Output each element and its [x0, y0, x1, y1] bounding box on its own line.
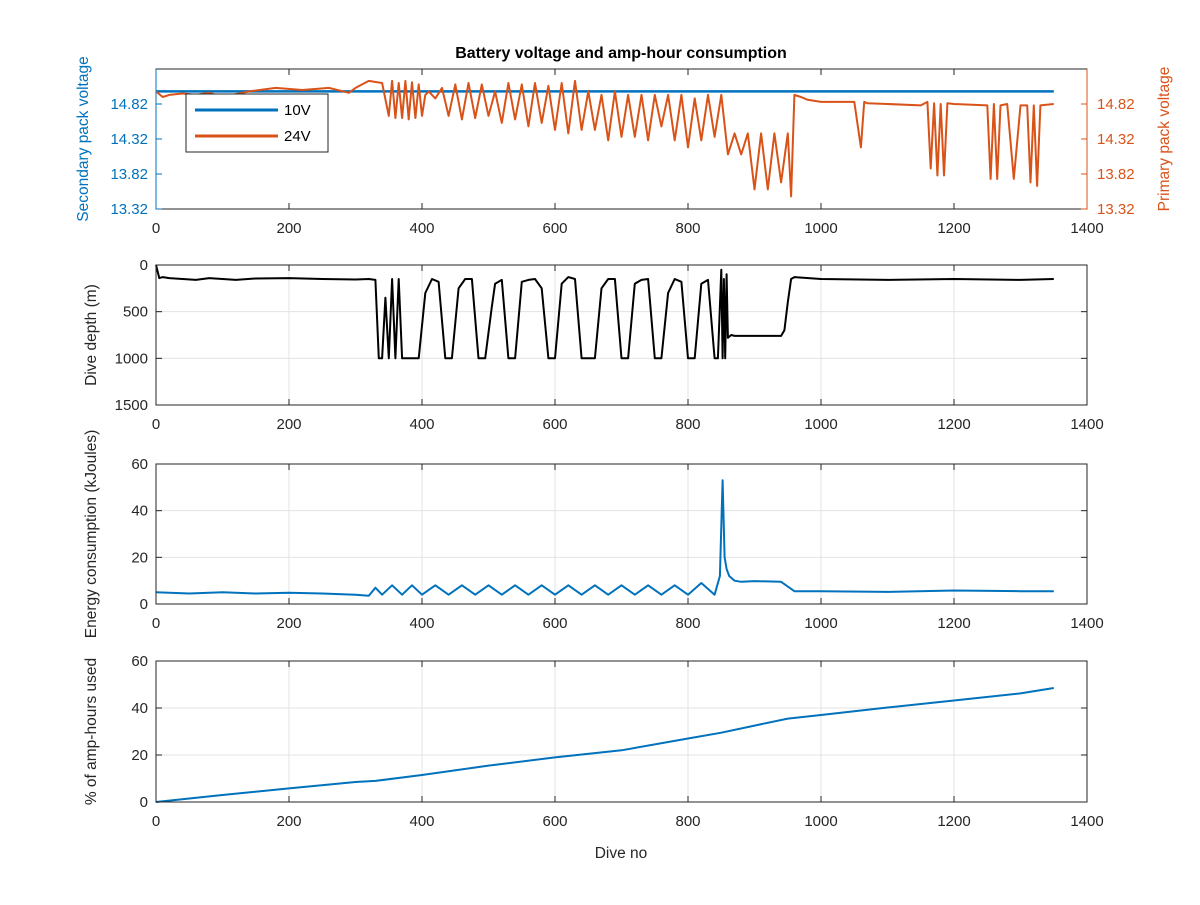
x-tick-label: 400 [409, 813, 434, 830]
x-tick-label: 600 [542, 813, 567, 830]
x-tick-label: 0 [152, 813, 160, 830]
y-tick-label: 0 [140, 794, 148, 811]
plot-area [155, 660, 1088, 803]
x-tick-label: 1000 [804, 813, 837, 830]
y-tick-label-left: 14.32 [110, 131, 148, 148]
x-tick-label: 1400 [1070, 813, 1103, 830]
y-axis-label: Dive depth (m) [83, 284, 100, 386]
y-tick-label-right: 13.32 [1097, 201, 1135, 218]
x-tick-label: 600 [542, 220, 567, 237]
x-tick-label: 400 [409, 220, 434, 237]
x-tick-label: 1400 [1070, 615, 1103, 632]
x-tick-label: 400 [409, 416, 434, 433]
y-tick-label-left: 13.82 [110, 166, 148, 183]
y-tick-label: 40 [131, 700, 148, 717]
x-tick-label: 800 [675, 220, 700, 237]
y-tick-label: 500 [123, 304, 148, 321]
y-tick-label: 20 [131, 747, 148, 764]
y-tick-label: 60 [131, 653, 148, 670]
y-axis-label: Energy consumption (kJoules) [83, 430, 100, 639]
x-tick-label: 1000 [804, 416, 837, 433]
x-tick-label: 1200 [937, 416, 970, 433]
y-tick-label-right: 14.82 [1097, 96, 1135, 113]
y-tick-label-right: 14.32 [1097, 131, 1135, 148]
x-tick-label: 600 [542, 416, 567, 433]
y-tick-label: 1000 [115, 350, 148, 367]
series-line-chart4 [155, 687, 1054, 803]
plot-area [155, 463, 1088, 605]
x-tick-label: 1400 [1070, 416, 1103, 433]
x-tick-label: 200 [276, 220, 301, 237]
series-line-chart3 [155, 479, 1054, 597]
y-tick-label: 1500 [115, 397, 148, 414]
x-tick-label: 0 [152, 416, 160, 433]
plot-area [155, 264, 1088, 406]
x-tick-label: 1200 [937, 220, 970, 237]
x-tick-label: 0 [152, 220, 160, 237]
y-tick-label: 0 [140, 596, 148, 613]
x-tick-label: 800 [675, 615, 700, 632]
x-tick-label: 1200 [937, 615, 970, 632]
y-axis-label-right: Primary pack voltage [1156, 67, 1173, 212]
x-tick-label: 1000 [804, 615, 837, 632]
legend-label-10v: 10V [284, 102, 311, 119]
x-tick-label: 400 [409, 615, 434, 632]
y-axis-label: % of amp-hours used [83, 658, 100, 805]
x-tick-label: 200 [276, 416, 301, 433]
y-tick-label-left: 13.32 [110, 201, 148, 218]
x-tick-label: 0 [152, 615, 160, 632]
x-tick-label: 1200 [937, 813, 970, 830]
y-tick-label: 0 [140, 257, 148, 274]
y-tick-label-right: 13.82 [1097, 166, 1135, 183]
x-tick-label: 800 [675, 813, 700, 830]
x-tick-label: 1000 [804, 220, 837, 237]
x-tick-label: 1400 [1070, 220, 1103, 237]
y-axis-label-left: Secondary pack voltage [75, 56, 92, 221]
x-tick-label: 800 [675, 416, 700, 433]
legend-box [185, 93, 329, 153]
series-line-24v [155, 79, 1054, 198]
y-tick-label-left: 14.82 [110, 96, 148, 113]
y-tick-label: 20 [131, 549, 148, 566]
legend-label-24v: 24V [284, 128, 311, 145]
x-tick-label: 200 [276, 813, 301, 830]
y-tick-label: 60 [131, 456, 148, 473]
figure-title: Battery voltage and amp-hour consumption [455, 45, 787, 62]
x-tick-label: 600 [542, 615, 567, 632]
x-axis-label: Dive no [595, 845, 648, 862]
x-tick-label: 200 [276, 615, 301, 632]
series-line-chart2 [155, 264, 1054, 360]
y-tick-label: 40 [131, 503, 148, 520]
